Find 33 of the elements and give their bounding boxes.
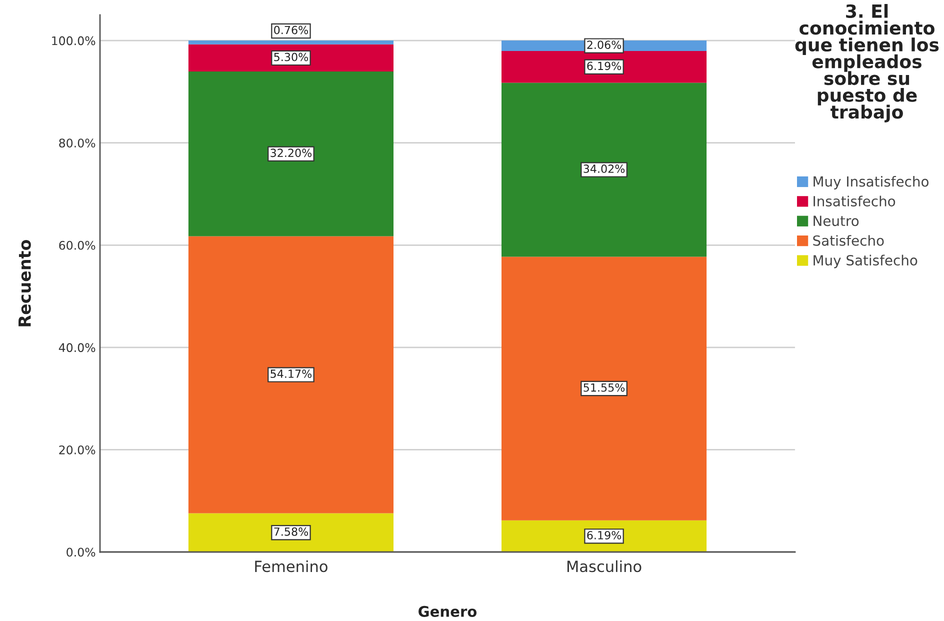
- data-label: 32.20%: [270, 148, 312, 158]
- y-tick-label: 60.0%: [59, 240, 96, 250]
- data-label: 6.19%: [587, 62, 622, 70]
- legend-label: Muy Satisfecho: [814, 254, 918, 268]
- y-axis-title: Recuento: [18, 240, 31, 326]
- data-label: 2.06%: [587, 40, 622, 50]
- y-tick-label: 80.0%: [59, 138, 96, 148]
- legend-label: Neutro: [814, 216, 859, 226]
- y-tick-label: 20.0%: [59, 445, 96, 454]
- legend-title: 3. El conocimiento que tienen los empleados sobre su puesto de trabajo: [795, 4, 939, 122]
- x-tick-label: Femenino: [255, 560, 328, 572]
- x-tick-label: Masculino: [567, 560, 642, 572]
- bar: [188, 236, 394, 514]
- y-tick-label: 100.0%: [52, 36, 96, 46]
- data-label: 54.17%: [270, 370, 312, 378]
- y-tick-label: 40.0%: [58, 343, 96, 352]
- data-label: 7.58%: [274, 527, 308, 536]
- bar: [188, 72, 394, 236]
- data-label: 5.30%: [274, 52, 308, 62]
- legend-label: Insatisfecho: [814, 196, 896, 206]
- bar: [502, 256, 707, 520]
- bar: [188, 40, 394, 44]
- data-label: 34.02%: [584, 164, 625, 173]
- x-axis-title: Genero: [418, 606, 477, 617]
- bar: [502, 520, 707, 552]
- legend-label: Muy Insatisfecho: [814, 176, 928, 190]
- y-tick-label: 0.0%: [66, 548, 96, 557]
- data-label: 0.76%: [274, 26, 308, 34]
- legend-label: Satisfecho: [813, 235, 884, 246]
- data-label: 51.55%: [584, 383, 625, 392]
- bar: [188, 513, 394, 552]
- bar: [502, 82, 707, 257]
- data-label: 6.19%: [587, 530, 622, 540]
